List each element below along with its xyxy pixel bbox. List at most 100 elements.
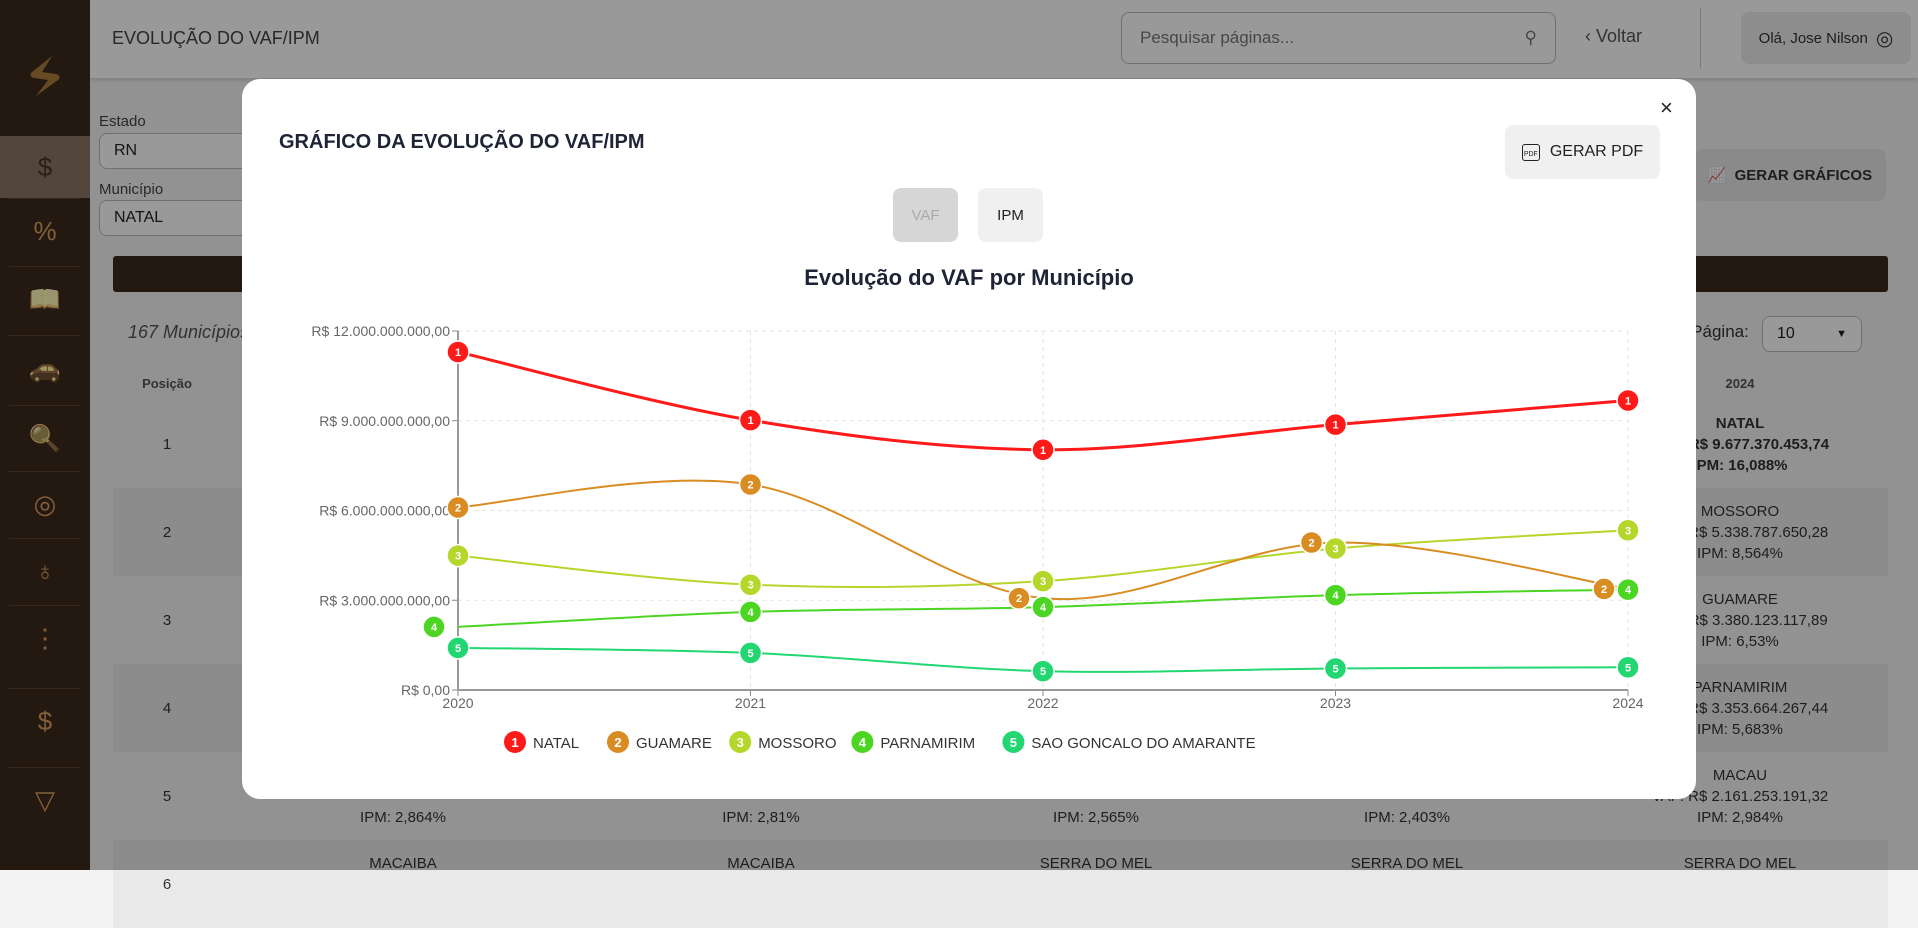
sidebar-item-7[interactable]: ♁ [0, 540, 90, 602]
sidebar: $% 📖 🚗 🔍 ◎ ♁ ⋮ $ ▽ [0, 0, 90, 870]
cell-ipm: IPM: 2,864% [360, 809, 446, 826]
data-point [738, 572, 763, 597]
car-icon: 🚗 [28, 352, 62, 383]
series-line-mossoro [457, 529, 1629, 589]
data-point [1592, 577, 1616, 601]
sidebar-item-9[interactable]: $ [0, 690, 90, 752]
legend-item: PARNAMIRIM [880, 735, 975, 752]
data-point [1323, 583, 1348, 607]
toggle-ipm-button[interactable]: IPM [978, 188, 1043, 242]
data-point [422, 615, 446, 639]
generate-pdf-label: GERAR PDF [1549, 143, 1644, 160]
data-point [1007, 586, 1031, 610]
y-tick-label: R$ 6.000.000.000,00 [319, 503, 450, 519]
cell-2024-name: MACAU [1712, 767, 1768, 784]
data-point [1299, 530, 1324, 555]
user-menu-button[interactable]: Olá, Jose Nilson ◎ [1741, 12, 1911, 64]
search-input[interactable]: Pesquisar páginas... ⚲ [1121, 12, 1556, 64]
sidebar-divider [9, 405, 81, 406]
sidebar-item-4[interactable]: 🚗 [0, 337, 90, 399]
sidebar-item-2[interactable]: % [0, 200, 90, 262]
data-point-label: 4 [747, 607, 754, 619]
position-cell: 5 [162, 788, 172, 805]
legend-item: MOSSORO [758, 735, 836, 752]
sidebar-item-5[interactable]: 🔍 [0, 407, 90, 469]
generate-pdf-button[interactable]: PDF GERAR PDF [1505, 125, 1660, 179]
sidebar-item-10[interactable]: ▽ [0, 769, 90, 831]
series-line-natal [457, 350, 1629, 452]
data-point [738, 600, 763, 624]
line-chart: R$ 0,00 R$ 3.000.000.000,00 R$ 6.000.000.0… [311, 323, 1644, 753]
cell-2024-ipm: IPM: 5,683% [1697, 721, 1783, 738]
cell-2024-ipm: IPM: 8,564% [1697, 545, 1783, 562]
sidebar-item-6[interactable]: ◎ [0, 473, 90, 535]
cell-name: SERRA DO MEL [1039, 855, 1153, 872]
data-point [1031, 438, 1055, 462]
position-cell: 2 [162, 524, 172, 541]
legend-marker [607, 731, 629, 753]
legend-marker-label: 3 [737, 735, 744, 750]
sidebar-divider [9, 767, 81, 768]
sidebar-divider [9, 335, 81, 336]
data-point-label: 3 [1040, 576, 1046, 588]
cell-2024-vaf: VAF: R$ 2.161.253.191,32 [1651, 788, 1829, 805]
road-icon: ⋮ [32, 622, 58, 653]
chart-title: Evolução do VAF por Município [804, 265, 1134, 290]
cell-2024-name: MOSSORO [1700, 503, 1780, 520]
chevron-left-icon: ‹ [1585, 26, 1596, 46]
user-circle-icon: ◎ [1875, 27, 1894, 50]
data-point-label: 1 [1040, 445, 1046, 457]
municipality-label: Município [99, 181, 164, 198]
per-page-select[interactable]: 10 ▼ [1762, 316, 1862, 352]
data-point-label: 2 [747, 479, 753, 491]
generate-charts-label: GERAR GRÁFICOS [1734, 166, 1873, 184]
x-tick-label: 2020 [442, 695, 473, 711]
data-point [738, 641, 763, 665]
data-point-label: 5 [747, 648, 753, 660]
legend-item: NATAL [533, 735, 579, 752]
modal-title: GRÁFICO DA EVOLUÇÃO DO VAF/IPM [279, 131, 645, 153]
sidebar-item-8[interactable]: ⋮ [0, 607, 90, 669]
data-point-label: 1 [1625, 395, 1631, 407]
coins-icon: ◎ [33, 488, 57, 519]
logo-icon [30, 56, 60, 96]
header-divider [1700, 8, 1701, 68]
legend-marker [1002, 731, 1025, 753]
money-funnel-icon: ▽ [35, 784, 55, 815]
back-button[interactable]: ‹ Voltar [1585, 26, 1642, 47]
data-point-label: 4 [1332, 590, 1339, 602]
data-point-label: 2 [1308, 538, 1314, 550]
municipality-count: 167 Municípios [128, 322, 250, 342]
data-point-label: 3 [1625, 525, 1631, 537]
data-point [1031, 595, 1055, 619]
sidebar-divider [9, 605, 81, 606]
data-point-label: 5 [1332, 663, 1338, 675]
cell-2024-vaf: VAF: R$ 3.380.123.117,89 [1652, 612, 1828, 629]
generate-charts-button[interactable]: 📈 GERAR GRÁFICOS [1694, 149, 1886, 201]
data-point-label: 3 [747, 580, 753, 592]
data-point [1031, 569, 1055, 593]
y-tick-label: R$ 9.000.000.000,00 [319, 413, 450, 429]
payments-icon: $ [37, 151, 53, 182]
search-placeholder: Pesquisar páginas... [1140, 28, 1295, 47]
search-icon[interactable]: ⚲ [1524, 28, 1537, 47]
legend-marker [729, 731, 752, 753]
cell-name: MACAIBA [727, 855, 795, 872]
state-value: RN [114, 142, 138, 159]
sidebar-item-1[interactable]: $ [0, 136, 90, 198]
close-icon[interactable]: × [1660, 95, 1673, 120]
sidebar-divider [9, 471, 81, 472]
data-point [1616, 655, 1640, 680]
data-point-label: 2 [455, 503, 461, 515]
data-point-label: 5 [1040, 666, 1046, 678]
position-cell: 1 [162, 436, 172, 453]
table-row: 3 GUAMARE VAF: R$ 3.380.123.117,89 IPM: 6,5… [113, 576, 1888, 664]
legend-marker-label: 4 [859, 735, 867, 750]
sidebar-item-3[interactable]: 📖 [0, 268, 90, 330]
cell-2024-name: GUAMARE [1702, 591, 1778, 608]
position-cell: 6 [162, 876, 172, 893]
data-point-label: 4 [1625, 585, 1632, 597]
book-icon: 📖 [28, 283, 62, 314]
data-point [1616, 518, 1640, 543]
toggle-vaf-button[interactable]: VAF [893, 188, 958, 242]
